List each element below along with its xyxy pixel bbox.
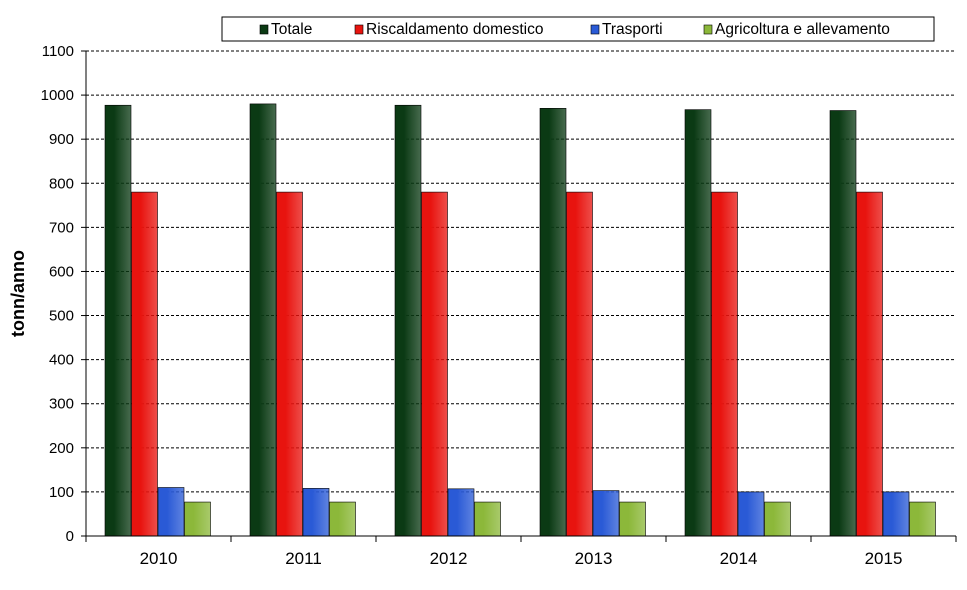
bar-trasporti-2013 xyxy=(592,490,620,537)
bar-totale-2014 xyxy=(684,109,712,537)
legend-swatch xyxy=(703,24,713,35)
x-tick-label: 2012 xyxy=(430,549,468,568)
bar-totale-2013 xyxy=(539,108,567,537)
bar-riscaldamento-domestico-2011 xyxy=(276,191,303,537)
bar-totale-2010 xyxy=(104,104,132,537)
y-tick-label: 300 xyxy=(49,396,74,413)
bar-totale-2011 xyxy=(249,103,277,537)
bar-agricoltura-e-allevamento-2013 xyxy=(619,501,646,537)
bar-agricoltura-e-allevamento-2015 xyxy=(909,501,936,537)
legend-swatch xyxy=(354,24,364,35)
y-tick-label: 800 xyxy=(49,175,74,192)
y-tick-label: 500 xyxy=(49,308,74,325)
bar-riscaldamento-domestico-2012 xyxy=(421,191,448,537)
legend-swatch xyxy=(259,24,269,35)
x-tick-label: 2011 xyxy=(285,549,322,568)
legend-label: Totale xyxy=(271,21,312,38)
y-tick-labels: 0 100 200 300 400 500 600 700 800 900 1000 1100 xyxy=(41,43,74,545)
bar-agricoltura-e-allevamento-2010 xyxy=(184,501,211,537)
bar-riscaldamento-domestico-2015 xyxy=(856,191,883,537)
y-tick-label: 600 xyxy=(49,263,74,280)
y-tick-label: 100 xyxy=(49,484,74,501)
axes xyxy=(85,51,957,542)
bar-totale-2012 xyxy=(394,104,422,537)
legend-label: Agricoltura e allevamento xyxy=(715,21,890,38)
bar-trasporti-2014 xyxy=(737,491,765,537)
bar-riscaldamento-domestico-2010 xyxy=(131,191,158,537)
x-tick-label: 2013 xyxy=(575,549,613,568)
legend-label: Trasporti xyxy=(602,21,663,38)
x-tick-label: 2015 xyxy=(865,549,903,568)
y-axis-label: tonn/anno xyxy=(8,250,28,337)
bar-trasporti-2010 xyxy=(157,487,185,537)
legend: Totale Riscaldamento domestico Trasporti Ag… xyxy=(221,16,935,42)
bar-trasporti-2011 xyxy=(302,488,330,537)
bar-agricoltura-e-allevamento-2014 xyxy=(764,501,791,537)
x-tick-labels: 2010 2011 2012 2013 2014 2015 xyxy=(140,549,903,568)
legend-box xyxy=(221,16,935,42)
legend-label: Riscaldamento domestico xyxy=(366,21,543,38)
legend-swatch xyxy=(590,24,600,35)
bar-totale-2015 xyxy=(829,110,857,537)
y-tick-label: 400 xyxy=(49,352,74,369)
bar-trasporti-2012 xyxy=(447,488,475,537)
bar-riscaldamento-domestico-2014 xyxy=(711,191,738,537)
y-tick-label: 900 xyxy=(49,131,74,148)
y-tick-label: 700 xyxy=(49,219,74,236)
x-tick-label: 2010 xyxy=(140,549,178,568)
y-tick-label: 1100 xyxy=(42,43,74,60)
y-tick-label: 200 xyxy=(49,440,74,457)
bar-agricoltura-e-allevamento-2011 xyxy=(329,501,356,537)
bars xyxy=(104,103,936,537)
gridlines xyxy=(81,50,956,537)
bar-riscaldamento-domestico-2013 xyxy=(566,191,593,537)
y-tick-label: 1000 xyxy=(41,87,74,104)
bar-trasporti-2015 xyxy=(882,491,910,537)
x-tick-label: 2014 xyxy=(720,549,758,568)
y-tick-label: 0 xyxy=(66,528,74,545)
bar-agricoltura-e-allevamento-2012 xyxy=(474,501,501,537)
